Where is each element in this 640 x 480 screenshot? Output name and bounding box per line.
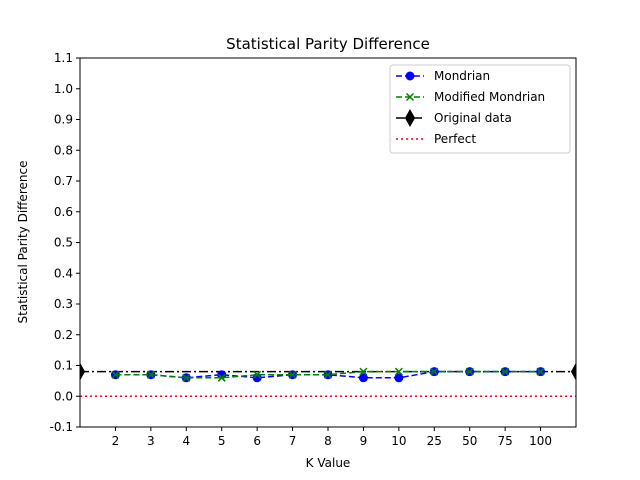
data-point (358, 373, 368, 383)
x-tick-label: 2 (112, 434, 120, 448)
y-tick-label: 1.0 (54, 82, 73, 96)
data-point (253, 370, 262, 379)
data-point (536, 367, 545, 376)
legend-label: Mondrian (434, 69, 490, 83)
legend-marker (405, 71, 415, 81)
reference-marker (570, 362, 576, 381)
y-tick-label: 0.2 (54, 328, 73, 342)
x-tick-label: 9 (360, 434, 368, 448)
x-tick-label: 50 (462, 434, 477, 448)
data-point (111, 370, 120, 379)
x-tick-label: 25 (427, 434, 442, 448)
data-point (323, 370, 333, 379)
data-point (288, 370, 297, 379)
y-tick-label: 0.5 (54, 236, 73, 250)
legend-marker (404, 108, 416, 128)
data-point (146, 370, 155, 379)
y-tick-label: 0.9 (54, 113, 73, 127)
data-point (501, 367, 510, 376)
data-point (394, 373, 404, 383)
y-tick-label: 0.7 (54, 174, 73, 188)
y-tick-label: 0.3 (54, 297, 73, 311)
data-point (359, 367, 368, 376)
legend-box (389, 64, 571, 154)
axes-group: 2 3 4 5 6 7 8 9 10 25 50 75 100 -0.1 0.0 0.1 0.2 0.3 0.4 0.… (50, 51, 552, 448)
y-tick-label: 0.8 (54, 143, 73, 157)
chart-title: Statistical Parity Difference (226, 35, 430, 53)
x-axis-label: K Value (306, 456, 351, 470)
y-tick-label: 0.1 (54, 359, 73, 373)
x-tick-label: 100 (529, 434, 552, 448)
legend-label: Modified Mondrian (434, 90, 545, 104)
data-point (182, 373, 191, 382)
legend: Mondrian Modified Mondrian Original data Pe… (389, 64, 571, 154)
x-tick-label: 3 (147, 434, 155, 448)
data-point (430, 367, 439, 376)
plot-area-group (80, 362, 576, 397)
x-tick-label: 4 (182, 434, 190, 448)
data-point (465, 367, 474, 376)
x-tick-label: 10 (391, 434, 406, 448)
legend-marker (405, 92, 415, 102)
x-tick-label: 8 (324, 434, 332, 448)
legend-label: Perfect (434, 132, 476, 146)
y-tick-label: -0.1 (50, 420, 73, 434)
y-tick-label: 0.6 (54, 205, 73, 219)
y-tick-label: 0.4 (54, 266, 73, 280)
y-tick-label: 0.0 (54, 389, 73, 403)
y-tick-label: 1.1 (54, 51, 73, 65)
y-axis-label: Statistical Parity Difference (16, 161, 30, 324)
x-tick-label: 5 (218, 434, 226, 448)
legend-label: Original data (434, 111, 512, 125)
plot-series-group (80, 362, 576, 397)
data-point (394, 367, 403, 376)
data-point (217, 373, 226, 382)
x-tick-label: 75 (498, 434, 513, 448)
x-tick-label: 7 (289, 434, 297, 448)
reference-marker (80, 362, 86, 381)
x-tick-label: 6 (253, 434, 261, 448)
